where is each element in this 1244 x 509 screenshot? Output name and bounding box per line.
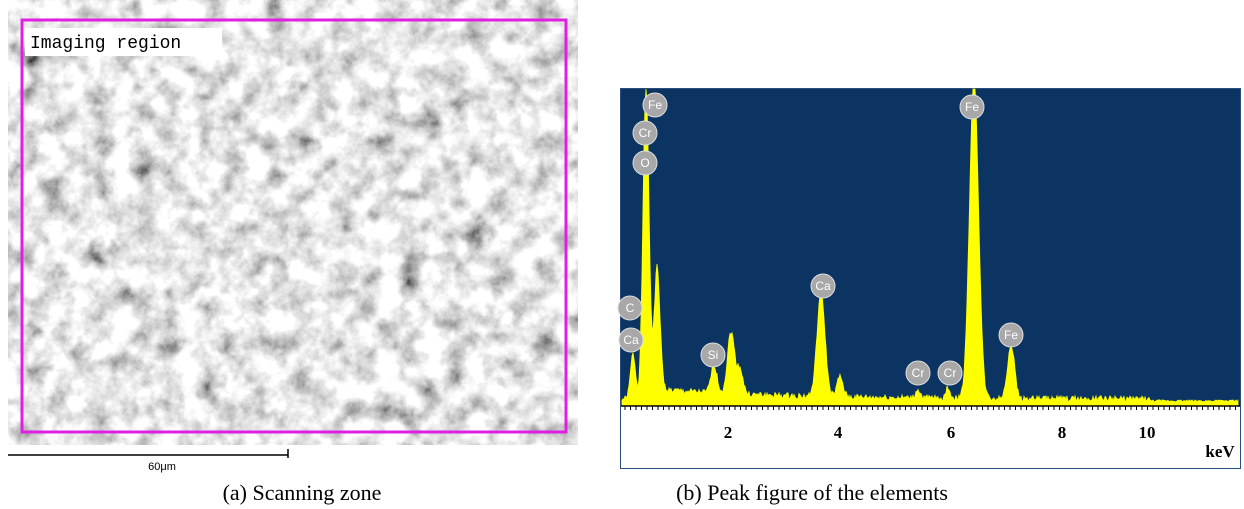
caption-b: (b) Peak figure of the elements xyxy=(676,480,948,505)
x-tick-label: 10 xyxy=(1139,423,1156,442)
overlay-label: Imaging region xyxy=(30,34,181,54)
peak-label: Cr xyxy=(944,366,957,380)
x-unit: keV xyxy=(1205,442,1235,461)
peak-label: C xyxy=(626,301,635,315)
peak-label: Cr xyxy=(639,126,652,140)
x-tick-label: 8 xyxy=(1058,423,1067,442)
x-tick-label: 2 xyxy=(724,423,733,442)
x-tick-label: 6 xyxy=(947,423,956,442)
caption-a: (a) Scanning zone xyxy=(223,480,382,505)
peak-label: Fe xyxy=(648,98,662,112)
peak-label: Fe xyxy=(1004,328,1018,342)
peak-label: O xyxy=(640,156,649,170)
figure: Imaging region 60μm (a) Scanning zone Fe… xyxy=(0,0,1244,509)
peak-label: Cr xyxy=(912,366,925,380)
scale-label: 60μm xyxy=(148,461,176,473)
peak-label: Ca xyxy=(815,279,831,293)
peak-label: Ca xyxy=(623,333,639,347)
sem-image xyxy=(8,0,578,445)
peak-label: Si xyxy=(708,348,719,362)
x-tick-label: 4 xyxy=(834,423,843,442)
peak-label: Fe xyxy=(965,100,979,114)
